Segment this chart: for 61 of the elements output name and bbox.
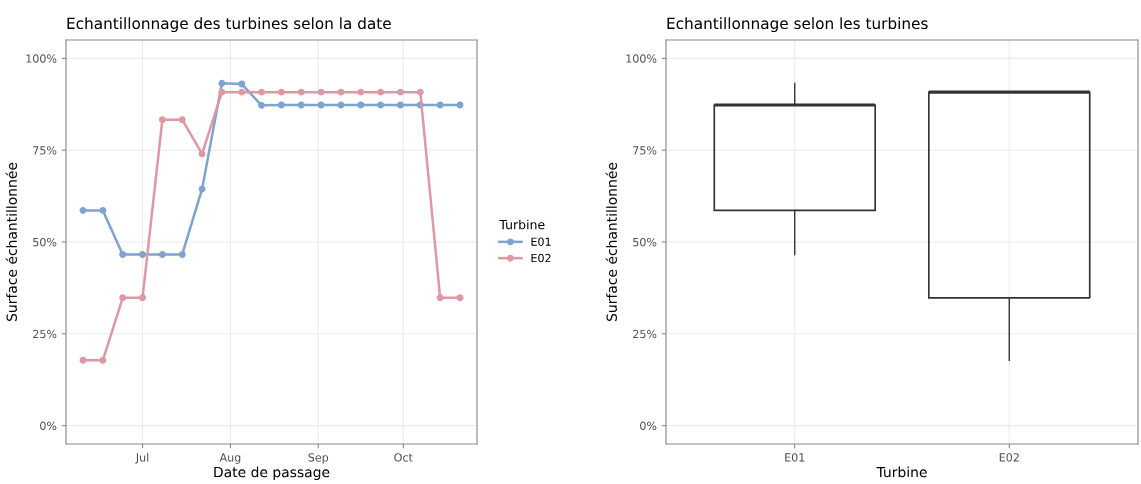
point — [277, 101, 285, 109]
point — [277, 88, 285, 96]
point — [238, 80, 246, 88]
point — [436, 294, 444, 302]
point — [99, 356, 107, 364]
y-tick-label: 0% — [640, 421, 657, 431]
point — [79, 206, 87, 214]
point — [198, 185, 206, 193]
x-axis-title: Turbine — [876, 466, 927, 478]
y-tick-label: 25% — [33, 329, 57, 339]
x-tick-label: Jul — [135, 453, 149, 464]
y-tick-label: 75% — [633, 146, 657, 155]
y-tick-label: 100% — [626, 54, 657, 63]
point — [258, 101, 266, 109]
point — [158, 116, 166, 124]
point — [377, 88, 385, 96]
x-tick-label: Sep — [308, 453, 329, 464]
point — [258, 88, 266, 96]
point — [79, 356, 87, 364]
legend-label: E01 — [531, 237, 551, 246]
point — [218, 79, 226, 87]
point — [178, 251, 186, 258]
point — [238, 88, 246, 96]
y-axis-title: Surface échantillonnée — [5, 162, 17, 321]
x-axis-title: Date de passage — [214, 466, 330, 480]
y-tick-label: 50% — [633, 237, 657, 247]
chart-title: Echantillonnage des turbines selon la date — [67, 17, 391, 33]
x-tick-label: E01 — [785, 453, 805, 462]
point — [357, 88, 365, 96]
legend-label: E02 — [531, 253, 551, 263]
point — [456, 294, 464, 302]
point — [198, 150, 206, 158]
point — [119, 294, 127, 302]
chart-title: Echantillonnage selon les turbines — [667, 17, 928, 33]
x-tick-label: E02 — [999, 453, 1019, 462]
point — [396, 101, 404, 109]
point — [119, 251, 127, 258]
y-tick-label: 50% — [33, 237, 57, 247]
point — [99, 206, 107, 214]
point — [436, 101, 444, 109]
point — [377, 101, 385, 109]
point — [357, 101, 365, 109]
y-axis-title: Surface échantillonnée — [605, 162, 617, 321]
y-tick-label: 100% — [26, 54, 57, 63]
point — [139, 294, 147, 302]
point — [158, 251, 166, 258]
point — [218, 88, 226, 96]
point — [139, 251, 147, 258]
point — [396, 88, 404, 96]
x-tick-label: Oct — [394, 453, 413, 462]
point — [416, 88, 424, 96]
y-tick-label: 25% — [633, 329, 657, 339]
x-tick-label: Aug — [219, 453, 241, 464]
point — [297, 88, 305, 96]
point — [337, 88, 345, 96]
point — [297, 101, 305, 109]
y-tick-label: 0% — [40, 421, 57, 431]
point — [317, 88, 325, 96]
point — [178, 116, 186, 124]
legend-title: Turbine — [499, 219, 545, 230]
y-tick-label: 75% — [33, 146, 57, 155]
